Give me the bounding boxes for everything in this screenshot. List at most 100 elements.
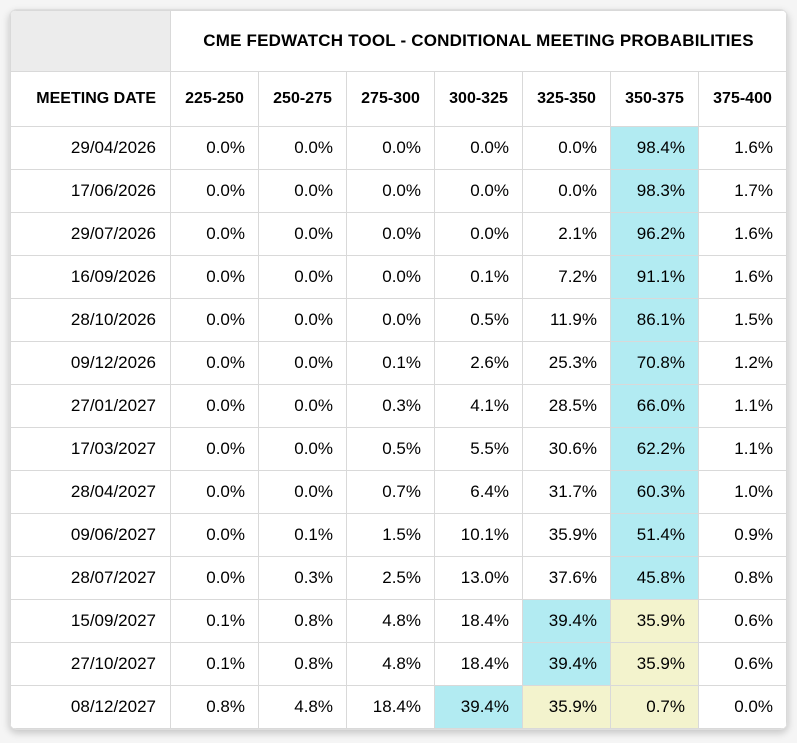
probability-cell: 0.0% — [170, 513, 259, 557]
meeting-date-cell: 28/10/2026 — [10, 298, 171, 342]
meeting-date-cell: 28/04/2027 — [10, 470, 171, 514]
probability-cell: 0.0% — [346, 126, 435, 170]
column-headers-row: MEETING DATE 225-250 250-275 275-300 300-32… — [10, 71, 787, 127]
probability-cell: 51.4% — [610, 513, 699, 557]
probability-cell: 0.8% — [170, 685, 259, 729]
probability-cell: 0.0% — [258, 169, 347, 213]
probability-cell: 28.5% — [522, 384, 611, 428]
probability-cell: 1.6% — [698, 255, 787, 299]
probability-cell: 0.0% — [346, 212, 435, 256]
probability-cell: 1.0% — [698, 470, 787, 514]
probability-cell: 0.0% — [170, 470, 259, 514]
probability-cell: 0.0% — [258, 255, 347, 299]
probability-cell: 0.0% — [522, 169, 611, 213]
rate-range-header: 300-325 — [434, 71, 523, 127]
probability-cell: 0.5% — [434, 298, 523, 342]
probability-cell: 2.5% — [346, 556, 435, 600]
probability-cell: 11.9% — [522, 298, 611, 342]
probability-cell: 0.0% — [698, 685, 787, 729]
meeting-date-cell: 15/09/2027 — [10, 599, 171, 643]
probability-cell: 0.3% — [346, 384, 435, 428]
table-row: 09/12/2026 0.0% 0.0% 0.1% 2.6% 25.3% 70.8% 1.2% — [10, 341, 787, 385]
probability-cell: 0.7% — [346, 470, 435, 514]
probability-cell: 0.1% — [258, 513, 347, 557]
probability-cell: 0.0% — [258, 298, 347, 342]
probability-cell: 0.0% — [522, 126, 611, 170]
probability-cell: 0.8% — [698, 556, 787, 600]
probability-cell: 91.1% — [610, 255, 699, 299]
probability-cell: 10.1% — [434, 513, 523, 557]
probability-cell: 5.5% — [434, 427, 523, 471]
probability-cell: 0.0% — [170, 126, 259, 170]
probability-cell: 1.1% — [698, 384, 787, 428]
probabilities-table-container: CME FEDWATCH TOOL - CONDITIONAL MEETING … — [9, 9, 788, 730]
probability-cell: 0.0% — [170, 212, 259, 256]
probability-cell: 18.4% — [346, 685, 435, 729]
probability-cell: 39.4% — [434, 685, 523, 729]
probability-cell: 1.5% — [346, 513, 435, 557]
probability-cell: 30.6% — [522, 427, 611, 471]
table-row: 28/07/2027 0.0% 0.3% 2.5% 13.0% 37.6% 45.8% 0.8… — [10, 556, 787, 600]
probability-cell: 39.4% — [522, 599, 611, 643]
probability-cell: 4.8% — [346, 642, 435, 686]
probability-cell: 0.0% — [170, 556, 259, 600]
probability-cell: 0.3% — [258, 556, 347, 600]
probability-cell: 1.2% — [698, 341, 787, 385]
probability-cell: 13.0% — [434, 556, 523, 600]
probability-cell: 66.0% — [610, 384, 699, 428]
probability-cell: 98.3% — [610, 169, 699, 213]
table-body: 29/04/2026 0.0% 0.0% 0.0% 0.0% 0.0% 98.4% 1.6% 1… — [10, 126, 787, 729]
probability-cell: 0.9% — [698, 513, 787, 557]
meeting-date-cell: 09/06/2027 — [10, 513, 171, 557]
probability-cell: 1.7% — [698, 169, 787, 213]
probability-cell: 18.4% — [434, 599, 523, 643]
probability-cell: 86.1% — [610, 298, 699, 342]
probability-cell: 7.2% — [522, 255, 611, 299]
meeting-date-cell: 16/09/2026 — [10, 255, 171, 299]
probability-cell: 1.6% — [698, 126, 787, 170]
probability-cell: 35.9% — [610, 642, 699, 686]
probability-cell: 0.0% — [434, 212, 523, 256]
probability-cell: 0.0% — [346, 255, 435, 299]
probability-cell: 45.8% — [610, 556, 699, 600]
probability-cell: 0.5% — [346, 427, 435, 471]
probability-cell: 0.0% — [170, 341, 259, 385]
corner-spacer-cell — [10, 10, 171, 72]
meeting-date-cell: 29/04/2026 — [10, 126, 171, 170]
table-row: 17/06/2026 0.0% 0.0% 0.0% 0.0% 0.0% 98.3% 1.7% — [10, 169, 787, 213]
probability-cell: 60.3% — [610, 470, 699, 514]
probability-cell: 0.0% — [258, 126, 347, 170]
probability-cell: 98.4% — [610, 126, 699, 170]
meeting-date-cell: 29/07/2026 — [10, 212, 171, 256]
probability-cell: 0.0% — [346, 298, 435, 342]
probability-cell: 0.0% — [258, 384, 347, 428]
probability-cell: 0.1% — [170, 642, 259, 686]
rate-range-header: 325-350 — [522, 71, 611, 127]
table-row: 09/06/2027 0.0% 0.1% 1.5% 10.1% 35.9% 51.4% 0.9… — [10, 513, 787, 557]
probability-cell: 0.0% — [434, 126, 523, 170]
probability-cell: 4.1% — [434, 384, 523, 428]
rate-range-header: 225-250 — [170, 71, 259, 127]
probability-cell: 37.6% — [522, 556, 611, 600]
table-row: 08/12/2027 0.8% 4.8% 18.4% 39.4% 35.9% 0.7% 0.0… — [10, 685, 787, 729]
probability-cell: 0.8% — [258, 642, 347, 686]
probability-cell: 0.0% — [434, 169, 523, 213]
table-row: 15/09/2027 0.1% 0.8% 4.8% 18.4% 39.4% 35.9% 0.6… — [10, 599, 787, 643]
table-row: 28/04/2027 0.0% 0.0% 0.7% 6.4% 31.7% 60.3% 1.0% — [10, 470, 787, 514]
probability-cell: 0.0% — [258, 470, 347, 514]
rate-range-header: 350-375 — [610, 71, 699, 127]
probability-cell: 35.9% — [610, 599, 699, 643]
table-row: 28/10/2026 0.0% 0.0% 0.0% 0.5% 11.9% 86.1% 1.5% — [10, 298, 787, 342]
probability-cell: 39.4% — [522, 642, 611, 686]
probability-cell: 2.1% — [522, 212, 611, 256]
probability-cell: 0.0% — [170, 384, 259, 428]
probability-cell: 1.5% — [698, 298, 787, 342]
probability-cell: 0.0% — [170, 169, 259, 213]
probability-cell: 0.6% — [698, 642, 787, 686]
probability-cell: 96.2% — [610, 212, 699, 256]
probability-cell: 4.8% — [346, 599, 435, 643]
title-row: CME FEDWATCH TOOL - CONDITIONAL MEETING … — [10, 10, 787, 72]
probability-cell: 0.1% — [346, 341, 435, 385]
meeting-date-cell: 09/12/2026 — [10, 341, 171, 385]
